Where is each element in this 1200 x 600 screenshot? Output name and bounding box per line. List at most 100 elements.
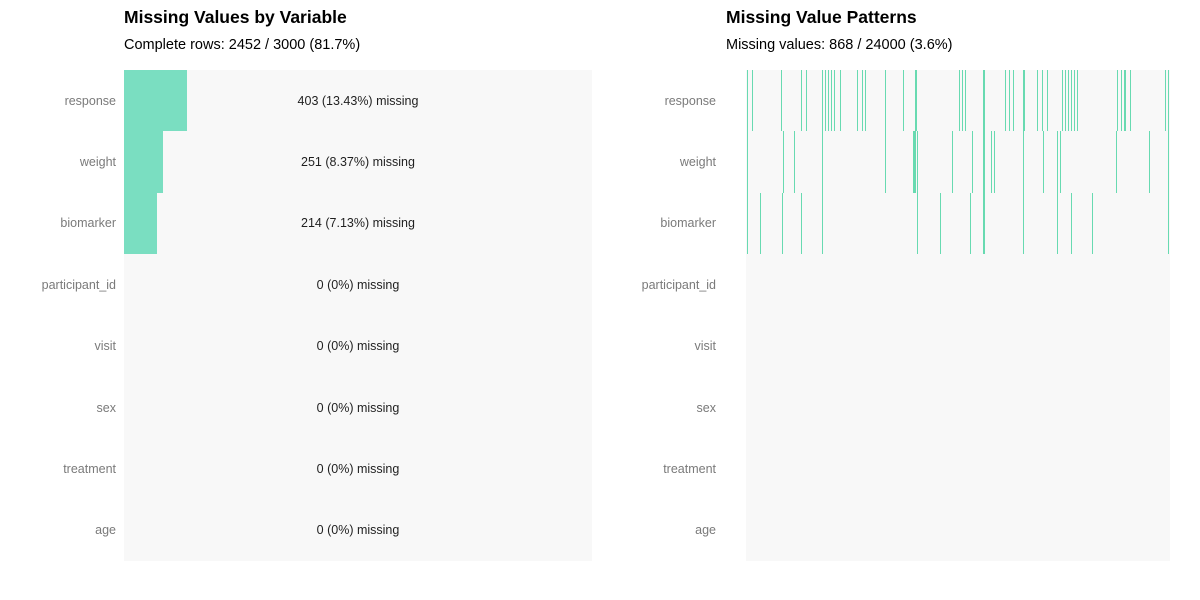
missing-tick-response [827,70,829,132]
missing-tick-response [961,70,963,132]
left-chart-subtitle: Complete rows: 2452 / 3000 (81.7%) [124,37,361,53]
axis-label-age: age [95,523,116,538]
bar-row-visit: 0 (0%) missing [124,316,592,377]
missing-tick-weight [1056,131,1058,193]
right-chart-title: Missing Value Patterns [726,7,917,27]
axis-label-participant_id: participant_id [641,277,716,292]
missing-tick-response [834,70,836,132]
missing-tick-response [1164,70,1166,132]
missing-tick-response [1167,70,1169,132]
missing-by-variable-plot: 403 (13.43%) missing 251 (8.37%) missing 2… [124,70,592,561]
missing-tick-response [915,70,918,132]
axis-label-visit: visit [694,339,716,354]
bar-annotation-weight: 251 (8.37%) missing [301,155,415,170]
missing-tick-response [806,70,808,132]
missing-tick-weight [1148,131,1150,193]
bar-annotation-participant_id: 0 (0%) missing [316,277,400,292]
bar-annotation-sex: 0 (0%) missing [316,400,400,415]
missing-tick-response [1022,70,1025,132]
missing-tick-response [1074,70,1076,132]
missing-tick-response [746,70,748,132]
missing-tick-response [1064,70,1066,132]
missing-tick-weight [952,131,954,193]
missing-tick-weight [1042,131,1044,193]
axis-label-visit: visit [94,339,116,354]
bar-annotation-response: 403 (13.43%) missing [297,93,419,108]
missing-tick-biomarker [746,192,748,255]
missing-tick-biomarker [821,192,823,255]
bar-row-weight: 251 (8.37%) missing [124,131,592,193]
bar-annotation-visit: 0 (0%) missing [316,339,400,354]
missing-tick-biomarker [782,192,784,255]
missing-tick-response [902,70,904,132]
missing-tick-response [830,70,832,132]
missing-tick-weight [913,131,917,193]
missing-tick-response [965,70,967,132]
axis-label-weight: weight [79,155,116,170]
missing-tick-response [1047,70,1049,132]
missing-tick-biomarker [1167,192,1169,255]
missing-tick-response [1013,70,1015,132]
right-chart-subtitle: Missing values: 868 / 24000 (3.6%) [726,37,953,53]
missing-tick-weight [1116,131,1118,193]
missing-tick-weight [1022,131,1024,193]
missing-tick-response [1120,70,1122,132]
missing-tick-biomarker [916,192,918,255]
missing-tick-response [1036,70,1038,132]
missing-pattern-plot [746,70,1170,561]
axis-label-biomarker: biomarker [660,216,716,231]
missing-tick-weight [971,131,973,193]
missing-tick-biomarker [1022,192,1024,255]
axis-label-age: age [695,523,716,538]
missing-tick-biomarker [940,192,942,255]
bar-annotation-biomarker: 214 (7.13%) missing [301,216,415,231]
missing-tick-weight [991,131,993,193]
missing-tick-weight [1167,131,1169,193]
axis-label-biomarker: biomarker [60,216,116,231]
axis-label-participant_id: participant_id [41,277,116,292]
missing-bar-biomarker [124,192,158,255]
missing-tick-response [840,70,842,132]
missing-tick-response [1130,70,1132,132]
missing-tick-response [751,70,753,132]
bar-annotation-age: 0 (0%) missing [316,523,400,538]
missing-tick-biomarker [1091,192,1093,255]
missing-tick-biomarker [1056,192,1058,255]
missing-tick-response [983,70,986,132]
missing-tick-weight [746,131,748,193]
missing-tick-response [824,70,826,132]
missing-tick-weight [793,131,795,193]
missing-tick-weight [916,131,918,193]
missing-tick-weight [885,131,887,193]
missing-tick-response [1008,70,1010,132]
axis-label-sex: sex [96,400,116,415]
bar-row-participant_id: 0 (0%) missing [124,254,592,315]
bar-row-response: 403 (13.43%) missing [124,70,592,132]
bar-row-biomarker: 214 (7.13%) missing [124,192,592,255]
missing-tick-weight [782,131,784,193]
bar-row-sex: 0 (0%) missing [124,377,592,438]
missing-tick-response [1041,70,1043,132]
missing-tick-biomarker [969,192,971,255]
axis-label-response: response [64,93,116,108]
missing-tick-response [1061,70,1063,132]
right-axis-labels: response weight biomarker participant_id vis… [560,70,716,561]
axis-label-response: response [664,93,716,108]
missing-tick-response [865,70,867,132]
missing-bar-weight [124,131,164,193]
missing-tick-response [1067,70,1069,132]
missing-tick-response [1117,70,1118,132]
missing-tick-response [1005,70,1007,132]
missing-tick-response [857,70,859,132]
bar-row-treatment: 0 (0%) missing [124,438,592,499]
axis-label-treatment: treatment [663,461,716,476]
left-chart-title: Missing Values by Variable [124,7,347,27]
missing-tick-response [1077,70,1079,132]
axis-label-sex: sex [696,400,716,415]
missing-bar-response [124,70,187,132]
missing-tick-weight [983,131,986,193]
missing-tick-response [1071,70,1073,132]
missing-tick-response [1123,70,1126,132]
